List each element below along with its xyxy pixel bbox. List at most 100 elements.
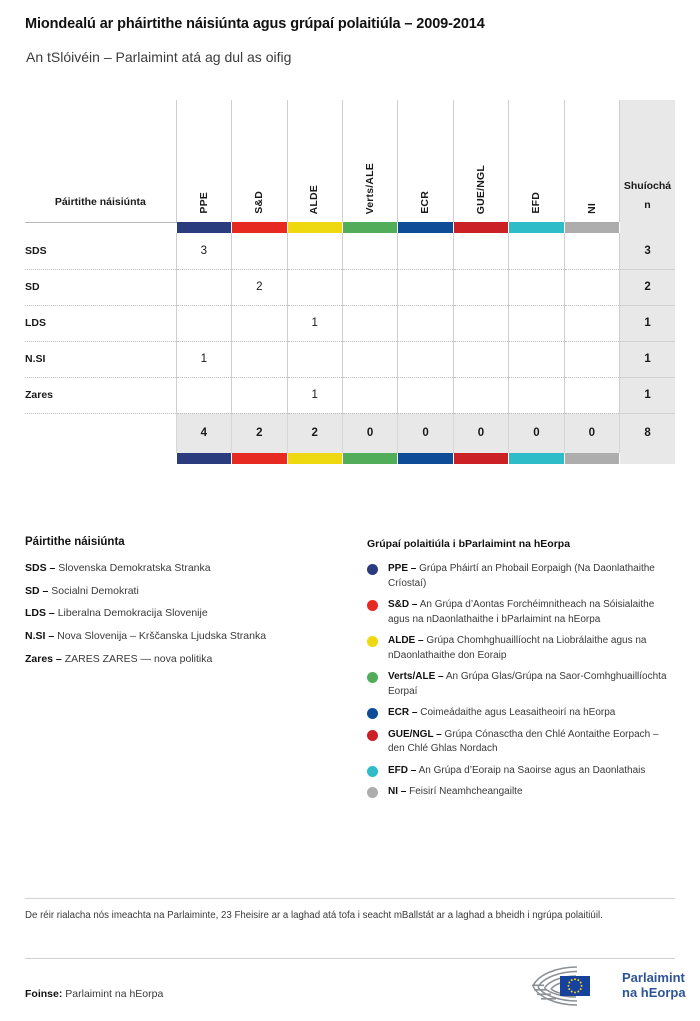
national-party-abbr: N.SI –	[25, 630, 55, 643]
group-color-dot-icon	[367, 765, 378, 777]
grand-total-cell: 8	[619, 413, 675, 453]
political-group-full-name: Grúpa Pháirtí an Phobail Eorpaigh (Na Da…	[388, 563, 655, 589]
political-group-full-name: Coimeádaithe agus Leasaitheoirí na hEorp…	[420, 707, 616, 718]
seat-cell	[563, 305, 621, 342]
political-groups-list: PPE – Grúpa Pháirtí an Phobail Eorpaigh …	[367, 562, 677, 800]
national-party-abbr: SDS –	[25, 562, 56, 574]
column-total-cell: 4	[175, 413, 233, 453]
row-total-cell: 1	[619, 341, 675, 378]
seat-cell	[397, 305, 454, 342]
seat-cell	[397, 377, 454, 414]
seat-cell	[286, 341, 343, 378]
seat-cell	[286, 269, 343, 306]
political-group-full-name: Grúpa Cónasctha den Chlé Aontaithe Eorpa…	[388, 728, 659, 755]
seat-cell	[397, 233, 454, 270]
footnote-divider-bottom	[25, 958, 675, 959]
seat-cell	[508, 341, 565, 378]
header-color-bar-row	[25, 222, 675, 233]
political-group-full-name: An Grúpa d’Aontas Forchéimnitheach na Só…	[388, 599, 655, 625]
footnote-text: De réir rialacha nós imeachta na Parlaim…	[25, 910, 603, 921]
seat-cell	[452, 377, 510, 414]
seat-cell	[452, 269, 510, 306]
national-party-full-name: Slovenska Demokratska Stranka	[58, 562, 211, 574]
column-header-verts-ale: Verts/ALE	[341, 100, 399, 222]
color-swatch	[453, 453, 509, 464]
color-swatch	[342, 222, 398, 233]
national-party-full-name: Socialni Demokrati	[51, 584, 139, 597]
color-swatch	[342, 453, 398, 464]
political-group-abbr: GUE/NGL –	[388, 728, 442, 740]
column-header-ecr: ECR	[397, 100, 454, 222]
political-group-legend-item: EFD – An Grúpa d’Eoraip na Saoirse agus …	[367, 764, 677, 779]
group-color-dot-icon	[367, 636, 378, 647]
political-group-legend-item: ALDE – Grúpa Chomhghuaillíocht na Liobrá…	[367, 634, 677, 663]
color-swatch	[398, 222, 453, 233]
ep-logo-mark-icon	[532, 966, 590, 1006]
political-group-text: NI – Feisirí Neamhcheangailte	[388, 785, 677, 800]
row-total-cell: 3	[619, 233, 675, 270]
table-row: LDS 1 1	[25, 305, 675, 342]
column-header-efd: EFD	[508, 100, 565, 222]
political-group-abbr: Verts/ALE –	[388, 671, 444, 682]
bar-total-spacer	[619, 222, 675, 233]
group-color-bar-alde	[286, 222, 343, 233]
seat-cell: 2	[231, 269, 288, 306]
table-row: N.SI 1 1	[25, 341, 675, 378]
color-swatch	[232, 222, 287, 233]
group-color-bar-verts-ale	[341, 453, 399, 464]
party-name-cell: SD	[25, 269, 177, 306]
footer-color-bar-row	[25, 453, 675, 464]
political-group-abbr: NI –	[388, 786, 407, 797]
column-header-label: EFD	[530, 192, 543, 214]
column-total-cell: 2	[231, 413, 288, 453]
group-color-dot-icon	[367, 600, 378, 611]
group-color-bar-s-d	[231, 453, 288, 464]
seat-cell	[508, 377, 565, 414]
group-color-dot-icon	[367, 708, 378, 719]
column-header-ni: NI	[563, 100, 621, 222]
national-party-legend-item: SD – Socialni Demokrati	[25, 584, 355, 598]
group-color-dot-icon	[367, 672, 378, 683]
political-group-text: ECR – Coimeádaithe agus Leasaitheoirí na…	[388, 706, 677, 721]
national-party-abbr: Zares –	[25, 652, 62, 665]
group-color-dot-icon	[367, 787, 378, 798]
group-color-bar-ppe	[175, 453, 233, 464]
color-swatch	[509, 222, 564, 233]
seat-cell	[452, 341, 510, 378]
national-party-full-name: Nova Slovenija – Krščanska Ljudska Stran…	[57, 630, 267, 643]
political-group-full-name: Grúpa Chomhghuaillíocht na Liobrálaithe …	[388, 635, 647, 661]
column-header-gue-ngl: GUE/NGL	[452, 100, 510, 222]
political-group-abbr: EFD –	[388, 764, 417, 776]
political-group-legend-item: Verts/ALE – An Grúpa Glas/Grúpa na Saor-…	[367, 670, 677, 699]
color-swatch	[564, 222, 620, 233]
political-group-abbr: ECR –	[388, 707, 418, 718]
color-swatch	[509, 453, 564, 464]
group-color-bar-ppe	[175, 222, 233, 233]
national-party-full-name: Liberalna Demokracija Slovenije	[57, 607, 208, 620]
seat-cell: 3	[175, 233, 233, 270]
column-total-cell: 0	[397, 413, 454, 453]
color-swatch	[564, 453, 620, 464]
seat-cell	[563, 233, 621, 270]
bar-spacer-bottom	[25, 453, 177, 464]
political-group-full-name: Feisirí Neamhcheangailte	[409, 786, 523, 797]
group-color-bar-verts-ale	[341, 222, 399, 233]
column-total-cell: 0	[563, 413, 621, 453]
political-group-legend-item: PPE – Grúpa Pháirtí an Phobail Eorpaigh …	[367, 562, 677, 591]
table-header-row: Páirtithe náisiúnta PPE S&D ALDE Verts/ALE E…	[25, 100, 675, 223]
source-value: Parlaimint na hEorpa	[65, 988, 164, 1000]
totals-row-spacer	[25, 413, 177, 453]
seat-cell	[341, 305, 399, 342]
color-swatch	[232, 453, 287, 464]
ep-logo-line2: na hEorpa	[622, 985, 686, 1000]
group-color-bar-ecr	[397, 453, 454, 464]
table-row: SDS 3 3	[25, 233, 675, 270]
column-total-cell: 0	[508, 413, 565, 453]
group-color-bar-alde	[286, 453, 343, 464]
national-party-legend-item: SDS – Slovenska Demokratska Stranka	[25, 561, 355, 575]
political-groups-legend: Grúpaí polaitiúla i bParlaimint na hEorp…	[367, 538, 677, 807]
political-group-legend-item: GUE/NGL – Grúpa Cónasctha den Chlé Aonta…	[367, 728, 677, 757]
political-group-full-name: An Grúpa Glas/Grúpa na Saor-Comhghuaillí…	[388, 671, 667, 697]
color-swatch	[287, 453, 342, 464]
